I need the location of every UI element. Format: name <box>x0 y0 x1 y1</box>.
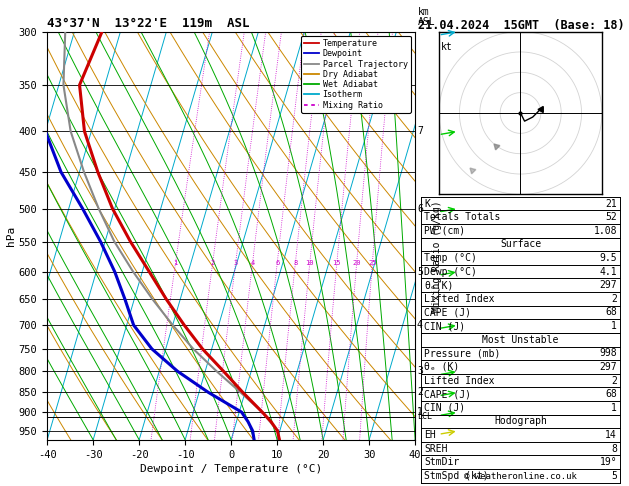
Text: CAPE (J): CAPE (J) <box>424 389 471 399</box>
Text: StmDir: StmDir <box>424 457 459 467</box>
Text: 1: 1 <box>417 407 423 417</box>
Text: 20: 20 <box>352 260 361 266</box>
Text: 4: 4 <box>417 320 423 330</box>
Text: 1: 1 <box>611 403 617 413</box>
Text: 2: 2 <box>211 260 214 266</box>
Text: K: K <box>424 199 430 208</box>
Text: 998: 998 <box>599 348 617 358</box>
X-axis label: Dewpoint / Temperature (°C): Dewpoint / Temperature (°C) <box>140 464 322 474</box>
Text: Dewp (°C): Dewp (°C) <box>424 267 477 277</box>
Text: 5: 5 <box>611 471 617 481</box>
Text: CIN (J): CIN (J) <box>424 403 465 413</box>
Text: 297: 297 <box>599 362 617 372</box>
Text: 52: 52 <box>605 212 617 222</box>
Text: 7: 7 <box>417 126 423 136</box>
Text: 8: 8 <box>611 444 617 453</box>
Text: 297: 297 <box>599 280 617 290</box>
Text: 14: 14 <box>605 430 617 440</box>
Text: SREH: SREH <box>424 444 447 453</box>
Text: Temp (°C): Temp (°C) <box>424 253 477 263</box>
Text: Hodograph: Hodograph <box>494 417 547 426</box>
Text: 5: 5 <box>417 267 423 277</box>
Text: 68: 68 <box>605 389 617 399</box>
Text: 1: 1 <box>174 260 177 266</box>
Text: LCL: LCL <box>417 412 432 421</box>
Text: 1.08: 1.08 <box>594 226 617 236</box>
Text: 21.04.2024  15GMT  (Base: 18): 21.04.2024 15GMT (Base: 18) <box>418 19 625 33</box>
Text: 21: 21 <box>605 199 617 208</box>
Text: 4: 4 <box>250 260 255 266</box>
Text: EH: EH <box>424 430 436 440</box>
Text: 9.5: 9.5 <box>599 253 617 263</box>
Text: 10: 10 <box>306 260 314 266</box>
Text: © weatheronline.co.uk: © weatheronline.co.uk <box>464 472 577 481</box>
Legend: Temperature, Dewpoint, Parcel Trajectory, Dry Adiabat, Wet Adiabat, Isotherm, Mi: Temperature, Dewpoint, Parcel Trajectory… <box>301 36 411 113</box>
Text: Totals Totals: Totals Totals <box>424 212 500 222</box>
Text: 8: 8 <box>293 260 298 266</box>
Text: CIN (J): CIN (J) <box>424 321 465 331</box>
Text: Mixing Ratio (g/kg): Mixing Ratio (g/kg) <box>432 200 442 312</box>
Text: Most Unstable: Most Unstable <box>482 335 559 345</box>
Text: Pressure (mb): Pressure (mb) <box>424 348 500 358</box>
Text: Lifted Index: Lifted Index <box>424 294 494 304</box>
Text: 6: 6 <box>417 204 423 213</box>
Text: 3: 3 <box>417 366 423 376</box>
Text: 2: 2 <box>611 294 617 304</box>
Text: StmSpd (kt): StmSpd (kt) <box>424 471 489 481</box>
Text: 3: 3 <box>233 260 238 266</box>
Text: 68: 68 <box>605 308 617 317</box>
Text: 2: 2 <box>417 387 423 398</box>
Text: θₑ (K): θₑ (K) <box>424 362 459 372</box>
Text: km
ASL: km ASL <box>418 7 436 27</box>
Text: Lifted Index: Lifted Index <box>424 376 494 385</box>
Text: 4.1: 4.1 <box>599 267 617 277</box>
Text: 19°: 19° <box>599 457 617 467</box>
Y-axis label: hPa: hPa <box>6 226 16 246</box>
Text: 25: 25 <box>368 260 377 266</box>
Text: 43°37'N  13°22'E  119m  ASL: 43°37'N 13°22'E 119m ASL <box>47 17 250 31</box>
Text: 6: 6 <box>275 260 279 266</box>
Text: CAPE (J): CAPE (J) <box>424 308 471 317</box>
Text: 1: 1 <box>611 321 617 331</box>
Text: θₑ(K): θₑ(K) <box>424 280 454 290</box>
Text: 15: 15 <box>333 260 341 266</box>
Text: 2: 2 <box>611 376 617 385</box>
Text: PW (cm): PW (cm) <box>424 226 465 236</box>
Text: Surface: Surface <box>500 240 541 249</box>
Text: kt: kt <box>441 42 453 52</box>
